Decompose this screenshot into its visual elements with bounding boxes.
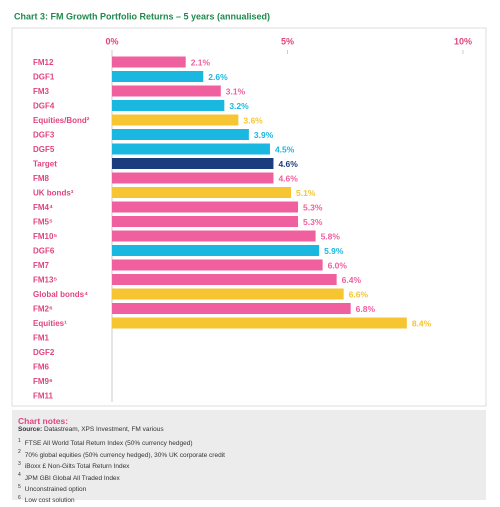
bar xyxy=(112,56,186,68)
value-label: 8.4% xyxy=(412,318,432,328)
category-label: FM3 xyxy=(33,87,50,96)
footnote: 5 Unconstrained option xyxy=(18,483,480,494)
value-label: 4.6% xyxy=(278,173,298,183)
category-label: FM6 xyxy=(33,363,50,372)
chart: Chart 3: FM Growth Portfolio Returns – 5… xyxy=(11,11,487,407)
value-label: 3.1% xyxy=(226,86,246,96)
value-label: 5.9% xyxy=(324,246,344,256)
bar xyxy=(112,114,239,126)
value-label: 6.0% xyxy=(328,260,348,270)
bar xyxy=(112,201,299,213)
footnote-marker: 4 xyxy=(18,472,21,479)
category-label: FM13⁵ xyxy=(33,276,57,285)
value-label: 6.8% xyxy=(356,304,376,314)
footnote-text: 70% global equities (50% currency hedged… xyxy=(24,451,225,459)
footnotes: 1 FTSE All World Total Return Index (50% … xyxy=(18,437,480,506)
bar xyxy=(112,259,323,271)
bar xyxy=(112,143,270,155)
category-label: DGF5 xyxy=(33,145,55,154)
footnote-marker: 1 xyxy=(18,438,21,444)
footnote-text: JPM GBI Global All Traded Index xyxy=(24,474,120,482)
value-label: 5.3% xyxy=(303,217,323,227)
bar xyxy=(112,230,316,242)
footnote-text: Unconstrained option xyxy=(24,485,87,493)
category-label: DGF4 xyxy=(33,102,55,111)
category-label: FM9⁶ xyxy=(33,377,53,386)
value-label: 2.1% xyxy=(191,57,211,67)
bar xyxy=(112,303,351,314)
footnote: 6 Low cost solution xyxy=(18,494,480,505)
category-label: DGF3 xyxy=(33,131,55,140)
footnote-text: iBoxx £ Non-Gilts Total Return Index xyxy=(24,463,130,471)
footnote-marker: 3 xyxy=(18,460,21,467)
x-tick-label: 10% xyxy=(454,36,472,46)
value-label: 3.9% xyxy=(254,130,274,140)
notes: Chart notes: Source: Datastream, XPS Inv… xyxy=(12,410,486,504)
category-label: DGF6 xyxy=(33,247,55,256)
category-label: FM8 xyxy=(33,174,50,183)
category-label: FM12 xyxy=(33,58,54,67)
footnote-text: Low cost solution xyxy=(24,497,75,505)
footnote: 3 iBoxx £ Non-Gilts Total Return Index xyxy=(18,460,480,471)
category-label: DGF1 xyxy=(33,73,55,82)
category-label: FM4⁴ xyxy=(33,203,53,212)
value-label: 4.5% xyxy=(275,144,295,154)
footnote-marker: 2 xyxy=(18,449,21,456)
category-label: Equities/Bond² xyxy=(33,116,90,125)
value-label: 4.6% xyxy=(278,159,298,169)
bar xyxy=(112,71,204,82)
footnote-text: FTSE All World Total Return Index (50% c… xyxy=(24,440,193,448)
footnote-marker: 6 xyxy=(18,495,21,502)
bar xyxy=(112,288,344,300)
value-label: 6.6% xyxy=(349,289,369,299)
source-label: Source: xyxy=(18,426,43,433)
value-label: 2.6% xyxy=(208,72,228,82)
notes-heading: Chart notes: xyxy=(18,416,69,426)
chart-title: Chart 3: FM Growth Portfolio Returns – 5… xyxy=(14,11,270,21)
bar xyxy=(112,129,249,140)
category-label: FM2⁶ xyxy=(33,305,53,314)
footnote-marker: 5 xyxy=(18,483,21,490)
footnote: 4 JPM GBI Global All Traded Index xyxy=(18,471,480,482)
bar xyxy=(112,85,221,97)
category-label: DGF2 xyxy=(33,348,55,357)
category-label: Target xyxy=(33,160,57,169)
category-label: FM11 xyxy=(33,392,54,401)
category-label: UK bonds³ xyxy=(33,189,74,198)
category-label: FM10⁵ xyxy=(33,232,57,241)
value-label: 6.4% xyxy=(342,275,362,285)
bar xyxy=(112,158,274,169)
value-label: 5.1% xyxy=(296,188,316,198)
category-label: FM7 xyxy=(33,261,50,270)
value-label: 3.2% xyxy=(229,101,249,111)
x-tick-label: 5% xyxy=(281,36,294,46)
bar xyxy=(112,245,320,256)
value-label: 5.3% xyxy=(303,202,323,212)
bar xyxy=(112,187,292,198)
category-label: FM5⁵ xyxy=(33,218,53,227)
value-label: 5.8% xyxy=(321,231,341,241)
footnote: 1 FTSE All World Total Return Index (50% … xyxy=(18,437,480,448)
bar xyxy=(112,100,225,111)
category-label: Equities¹ xyxy=(33,319,67,328)
value-label: 3.6% xyxy=(243,115,263,125)
bar xyxy=(112,172,274,184)
footnote: 2 70% global equities (50% currency hedge… xyxy=(18,448,480,459)
bar xyxy=(112,317,407,329)
category-label: Global bonds⁴ xyxy=(33,290,88,299)
bar xyxy=(112,274,337,285)
x-tick-label: 0% xyxy=(105,36,118,46)
bar xyxy=(112,216,299,227)
source-text: Datastream, XPS Investment, FM various xyxy=(44,426,164,433)
category-label: FM1 xyxy=(33,334,50,343)
source: Source: Datastream, XPS Investment, FM v… xyxy=(18,426,480,433)
